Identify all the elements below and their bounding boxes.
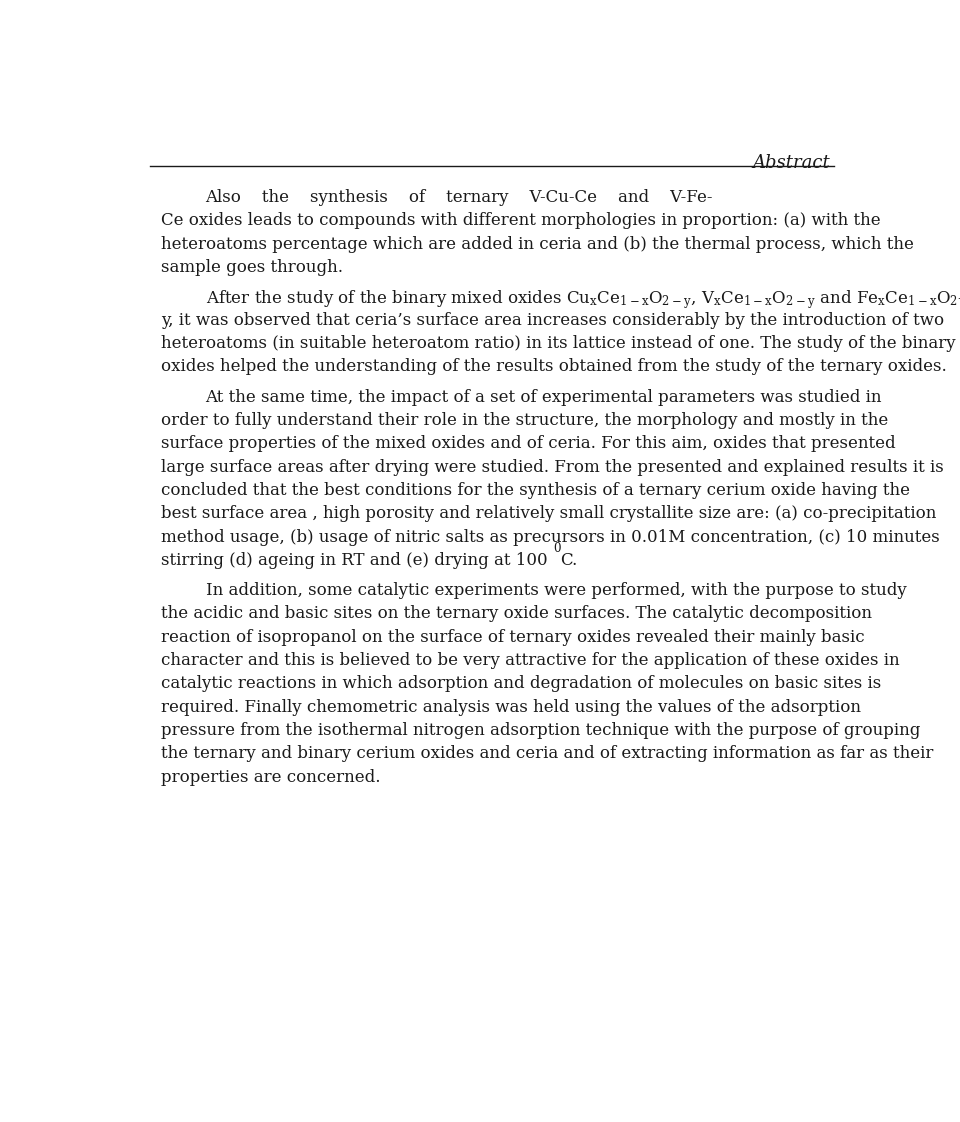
Text: Abstract: Abstract [753,154,830,172]
Text: properties are concerned.: properties are concerned. [161,769,380,785]
Text: required. Finally chemometric analysis was held using the values of the adsorpti: required. Finally chemometric analysis w… [161,699,861,716]
Text: heteroatoms percentage which are added in ceria and (b) the thermal process, whi: heteroatoms percentage which are added i… [161,236,914,252]
Text: stirring (d) ageing in RT and (e) drying at 100: stirring (d) ageing in RT and (e) drying… [161,552,553,569]
Text: sample goes through.: sample goes through. [161,259,343,276]
Text: Ce oxides leads to compounds with different morphologies in proportion: (a) with: Ce oxides leads to compounds with differ… [161,212,880,229]
Text: 0: 0 [553,542,561,554]
Text: best surface area , high porosity and relatively small crystallite size are: (a): best surface area , high porosity and re… [161,505,936,522]
Text: Also    the    synthesis    of    ternary    V-Cu-Ce    and    V-Fe-: Also the synthesis of ternary V-Cu-Ce an… [205,190,713,206]
Text: the ternary and binary cerium oxides and ceria and of extracting information as : the ternary and binary cerium oxides and… [161,745,933,763]
Text: catalytic reactions in which adsorption and degradation of molecules on basic si: catalytic reactions in which adsorption … [161,675,881,692]
Text: heteroatoms (in suitable heteroatom ratio) in its lattice instead of one. The st: heteroatoms (in suitable heteroatom rati… [161,335,955,352]
Text: After the study of the binary mixed oxides $\mathregular{Cu_xCe_{1-x}O_{2-y}}$, : After the study of the binary mixed oxid… [205,288,960,311]
Text: large surface areas after drying were studied. From the presented and explained : large surface areas after drying were st… [161,459,944,476]
Text: y, it was observed that ceria’s surface area increases considerably by the intro: y, it was observed that ceria’s surface … [161,312,944,329]
Text: reaction of isopropanol on the surface of ternary oxides revealed their mainly b: reaction of isopropanol on the surface o… [161,628,865,646]
Text: order to fully understand their role in the structure, the morphology and mostly: order to fully understand their role in … [161,412,888,429]
Text: method usage, (b) usage of nitric salts as precursors in 0.01M concentration, (c: method usage, (b) usage of nitric salts … [161,528,940,545]
Text: character and this is believed to be very attractive for the application of thes: character and this is believed to be ver… [161,652,900,669]
Text: At the same time, the impact of a set of experimental parameters was studied in: At the same time, the impact of a set of… [205,388,882,406]
Text: C.: C. [561,552,578,569]
Text: concluded that the best conditions for the synthesis of a ternary cerium oxide h: concluded that the best conditions for t… [161,482,910,499]
Text: the acidic and basic sites on the ternary oxide surfaces. The catalytic decompos: the acidic and basic sites on the ternar… [161,606,872,623]
Text: In addition, some catalytic experiments were performed, with the purpose to stud: In addition, some catalytic experiments … [205,582,906,599]
Text: surface properties of the mixed oxides and of ceria. For this aim, oxides that p: surface properties of the mixed oxides a… [161,435,896,452]
Text: pressure from the isothermal nitrogen adsorption technique with the purpose of g: pressure from the isothermal nitrogen ad… [161,723,921,739]
Text: oxides helped the understanding of the results obtained from the study of the te: oxides helped the understanding of the r… [161,358,947,376]
